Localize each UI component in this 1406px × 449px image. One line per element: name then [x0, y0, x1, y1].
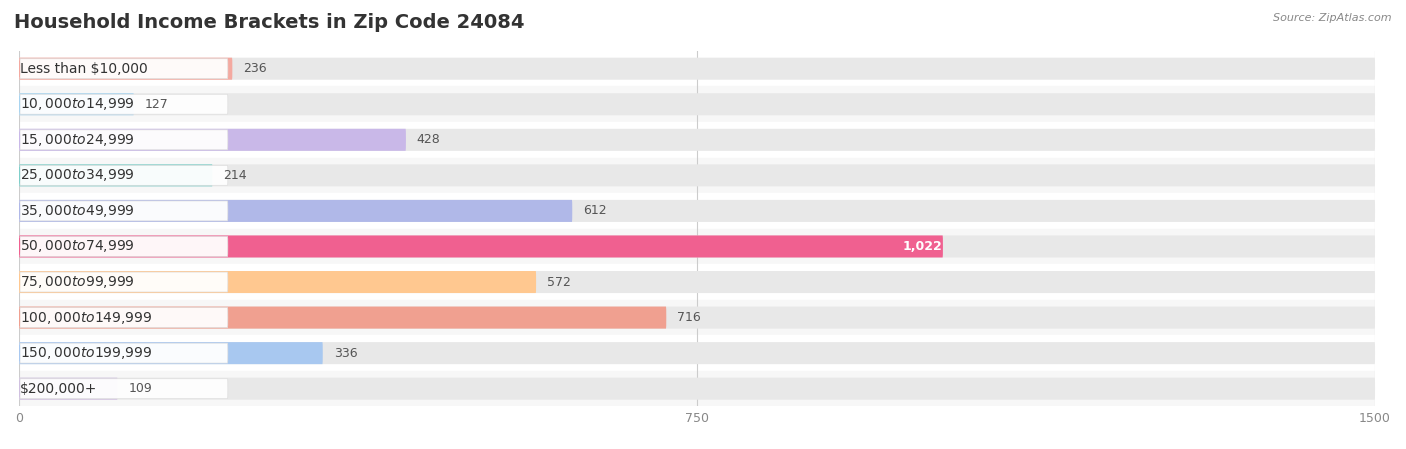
- FancyBboxPatch shape: [20, 94, 228, 114]
- FancyBboxPatch shape: [20, 342, 1375, 364]
- FancyBboxPatch shape: [20, 235, 1375, 257]
- FancyBboxPatch shape: [20, 129, 1375, 151]
- Bar: [20, 51, 1375, 87]
- FancyBboxPatch shape: [20, 235, 943, 257]
- Bar: [20, 229, 1375, 264]
- Text: $200,000+: $200,000+: [20, 382, 97, 396]
- FancyBboxPatch shape: [20, 272, 228, 292]
- Bar: [20, 264, 1375, 300]
- FancyBboxPatch shape: [20, 57, 1375, 80]
- Text: 1,022: 1,022: [903, 240, 942, 253]
- FancyBboxPatch shape: [20, 201, 228, 221]
- FancyBboxPatch shape: [20, 164, 1375, 186]
- FancyBboxPatch shape: [20, 271, 1375, 293]
- FancyBboxPatch shape: [20, 307, 1375, 329]
- FancyBboxPatch shape: [20, 307, 666, 329]
- Bar: [20, 193, 1375, 229]
- FancyBboxPatch shape: [20, 130, 228, 150]
- FancyBboxPatch shape: [20, 378, 118, 400]
- FancyBboxPatch shape: [20, 271, 536, 293]
- Text: 127: 127: [145, 98, 169, 111]
- Bar: [20, 371, 1375, 406]
- FancyBboxPatch shape: [20, 343, 228, 363]
- Text: Source: ZipAtlas.com: Source: ZipAtlas.com: [1274, 13, 1392, 23]
- Text: $150,000 to $199,999: $150,000 to $199,999: [20, 345, 152, 361]
- Text: Household Income Brackets in Zip Code 24084: Household Income Brackets in Zip Code 24…: [14, 13, 524, 32]
- Bar: [20, 300, 1375, 335]
- Bar: [20, 122, 1375, 158]
- Text: 612: 612: [583, 204, 607, 217]
- FancyBboxPatch shape: [20, 59, 228, 79]
- FancyBboxPatch shape: [20, 57, 232, 80]
- Text: 336: 336: [333, 347, 357, 360]
- FancyBboxPatch shape: [20, 164, 212, 186]
- FancyBboxPatch shape: [20, 308, 228, 327]
- Text: 428: 428: [416, 133, 440, 146]
- Text: $15,000 to $24,999: $15,000 to $24,999: [20, 132, 135, 148]
- Bar: [20, 335, 1375, 371]
- FancyBboxPatch shape: [20, 93, 134, 115]
- FancyBboxPatch shape: [20, 200, 1375, 222]
- Text: Less than $10,000: Less than $10,000: [20, 62, 148, 76]
- FancyBboxPatch shape: [20, 165, 228, 185]
- FancyBboxPatch shape: [20, 378, 1375, 400]
- Text: 109: 109: [128, 382, 152, 395]
- Text: 214: 214: [224, 169, 247, 182]
- FancyBboxPatch shape: [20, 129, 406, 151]
- Text: $75,000 to $99,999: $75,000 to $99,999: [20, 274, 135, 290]
- Bar: [20, 158, 1375, 193]
- Text: $25,000 to $34,999: $25,000 to $34,999: [20, 167, 135, 183]
- Text: $10,000 to $14,999: $10,000 to $14,999: [20, 96, 135, 112]
- Text: 716: 716: [678, 311, 702, 324]
- FancyBboxPatch shape: [20, 379, 228, 399]
- FancyBboxPatch shape: [20, 200, 572, 222]
- Text: $35,000 to $49,999: $35,000 to $49,999: [20, 203, 135, 219]
- Text: $50,000 to $74,999: $50,000 to $74,999: [20, 238, 135, 255]
- FancyBboxPatch shape: [20, 342, 323, 364]
- Text: $100,000 to $149,999: $100,000 to $149,999: [20, 309, 152, 326]
- FancyBboxPatch shape: [20, 237, 228, 256]
- Bar: [20, 87, 1375, 122]
- Text: 572: 572: [547, 276, 571, 289]
- FancyBboxPatch shape: [20, 93, 1375, 115]
- Text: 236: 236: [243, 62, 267, 75]
